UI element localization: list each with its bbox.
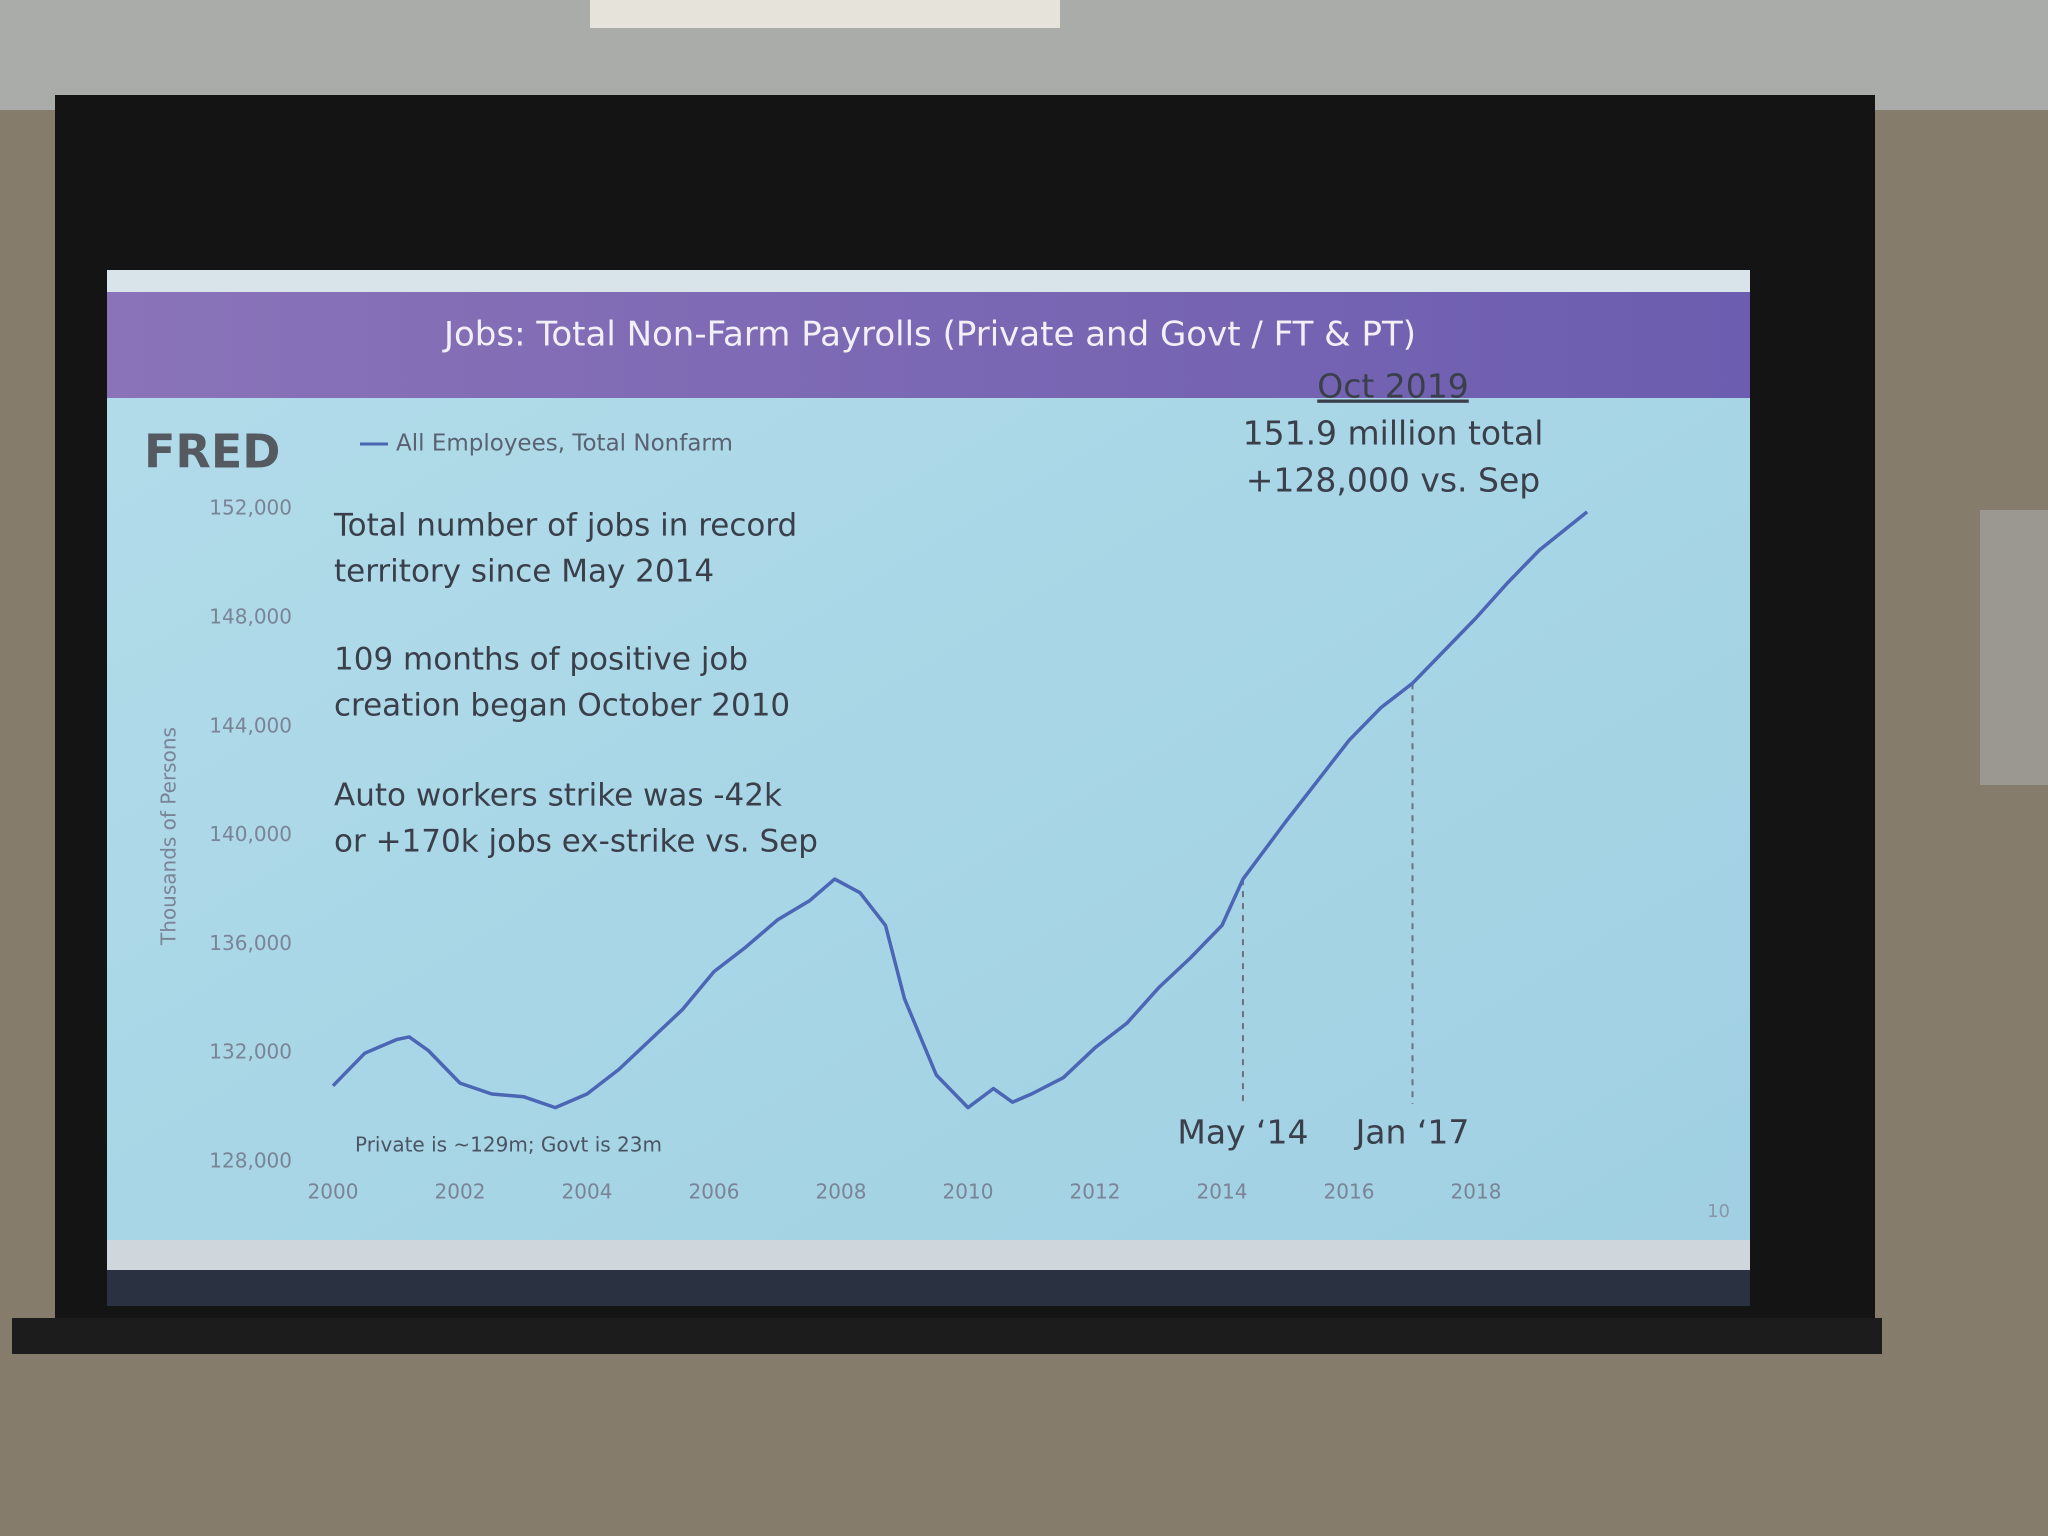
footnote: Private is ~129m; Govt is 23m: [355, 1133, 662, 1157]
x-tick-label: 2006: [689, 1180, 740, 1204]
annotation: Total number of jobs in record: [333, 508, 797, 544]
x-tick-label: 2008: [816, 1180, 867, 1204]
series-line: [331, 510, 1589, 1110]
callout: 151.9 million total: [1243, 414, 1544, 453]
x-tick-label: 2016: [1324, 1180, 1375, 1204]
y-tick-label: 136,000: [209, 931, 292, 955]
window-titlebar: [107, 270, 1750, 292]
y-tick-label: 140,000: [209, 822, 292, 846]
screen-bar: [12, 1318, 1882, 1354]
x-tick-label: 2000: [308, 1180, 359, 1204]
wall-panel: [1980, 510, 2048, 785]
callout: Oct 2019: [1317, 367, 1469, 406]
title-bar: [107, 292, 1750, 398]
callout: +128,000 vs. Sep: [1246, 461, 1541, 500]
x-tick-label: 2014: [1197, 1180, 1248, 1204]
y-tick-label: 148,000: [209, 605, 292, 629]
legend-label: All Employees, Total Nonfarm: [396, 431, 733, 457]
y-tick-label: 128,000: [209, 1149, 292, 1173]
slide-title: Jobs: Total Non-Farm Payrolls (Private a…: [442, 315, 1416, 355]
marker-label: May ‘14: [1177, 1113, 1308, 1152]
annotation: or +170k jobs ex-strike vs. Sep: [334, 824, 818, 860]
y-axis-label: Thousands of Persons: [157, 727, 181, 946]
marker-label: Jan ‘17: [1354, 1113, 1470, 1152]
annotation: creation began October 2010: [334, 688, 790, 724]
y-tick-label: 144,000: [209, 713, 292, 737]
status-bar: [107, 1240, 1750, 1270]
taskbar: [107, 1270, 1750, 1306]
slide: [107, 270, 1750, 1270]
x-tick-label: 2012: [1070, 1180, 1121, 1204]
x-tick-label: 2018: [1451, 1180, 1502, 1204]
slide-number: 10: [1707, 1201, 1730, 1222]
annotation: territory since May 2014: [334, 554, 714, 590]
fred-logo: FRED: [144, 425, 280, 479]
x-tick-label: 2002: [435, 1180, 486, 1204]
y-tick-label: 152,000: [209, 496, 292, 520]
annotation: 109 months of positive job: [334, 642, 748, 678]
annotation: Auto workers strike was -42k: [334, 778, 782, 814]
x-tick-label: 2010: [943, 1180, 994, 1204]
y-tick-label: 132,000: [209, 1040, 292, 1064]
x-tick-label: 2004: [562, 1180, 613, 1204]
ceiling-light: [590, 0, 1060, 28]
